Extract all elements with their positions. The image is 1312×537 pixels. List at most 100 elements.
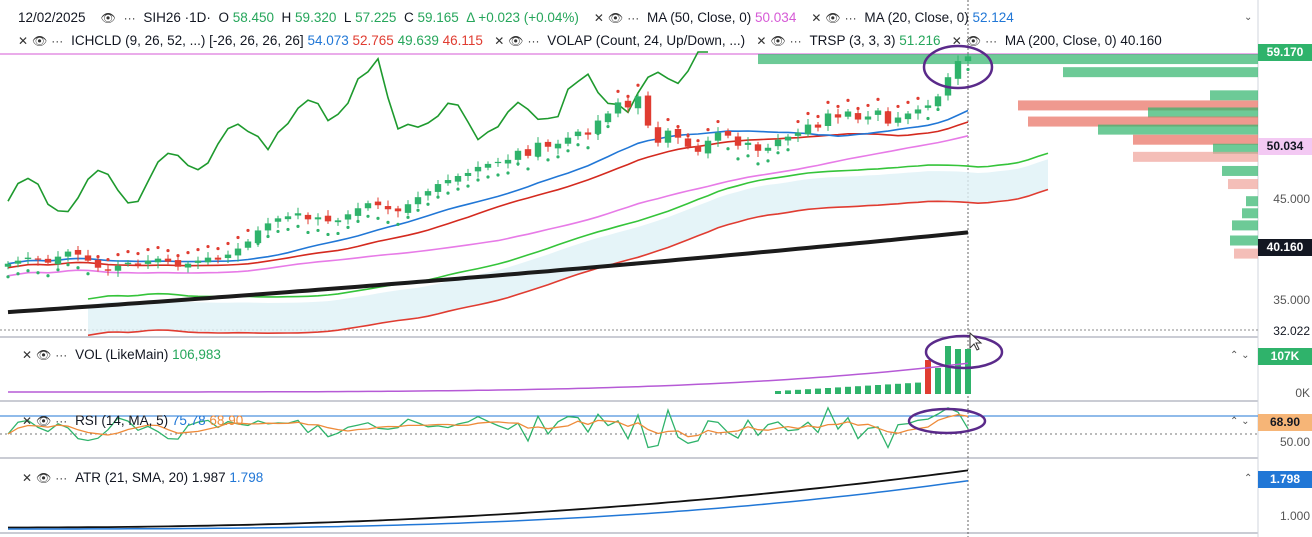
trsp-dot — [386, 220, 390, 224]
ichimoku-label[interactable]: ICHCLD (9, 26, 52, ...) [-26, 26, 26, 26… — [71, 33, 304, 48]
close-x-icon[interactable]: ✕ — [22, 348, 33, 362]
atr-pane-header: ✕ 👁 ··· ATR (21, SMA, 20) 1.987 1.798 — [22, 469, 263, 487]
chevron-down-icon[interactable]: ⌄ — [1244, 12, 1253, 23]
header-symbol[interactable]: SIH26 — [143, 10, 181, 25]
close-x-icon[interactable]: ✕ — [951, 34, 962, 48]
trsp-dot — [376, 216, 380, 220]
volap-label[interactable]: VOLAP (Count, 24, Up/Down, ...) — [547, 33, 746, 48]
candle-body — [654, 127, 662, 143]
highlight-ellipse — [907, 407, 987, 435]
volume-profile-bar — [1028, 116, 1258, 127]
more-dots-icon[interactable]: ··· — [123, 11, 136, 25]
candle-body — [244, 241, 252, 248]
volume-profile-bar — [1098, 124, 1258, 135]
ma200-label[interactable]: MA (200, Close, 0) — [1004, 33, 1117, 48]
grid-layer — [0, 0, 1259, 537]
candle-body — [434, 184, 442, 192]
eye-icon[interactable]: 👁 — [36, 414, 52, 428]
trsp-dot — [406, 215, 410, 219]
trsp-dot — [696, 139, 700, 143]
eye-icon[interactable]: 👁 — [32, 34, 48, 48]
vol-label[interactable]: VOL (LikeMain) — [75, 347, 169, 362]
trsp-dot — [796, 119, 800, 124]
trsp-dot — [456, 187, 460, 191]
ma20-label[interactable]: MA (20, Close, 0) — [864, 10, 969, 25]
more-dots-icon[interactable]: ··· — [844, 11, 857, 25]
trsp-label[interactable]: TRSP (3, 3, 3) — [809, 33, 896, 48]
chevron-up-icon[interactable]: ⌃ — [1244, 473, 1253, 484]
header-interval[interactable]: 1D — [189, 10, 207, 25]
rsi-ma-value: 68.90 — [209, 413, 244, 428]
candle-body — [374, 201, 382, 206]
candle-body — [734, 136, 742, 146]
close-x-icon[interactable]: ✕ — [22, 471, 33, 485]
more-dots-icon[interactable]: ··· — [789, 34, 802, 48]
eye-icon[interactable]: 👁 — [825, 11, 841, 25]
rsi-axis-box: 68.90 — [1258, 414, 1312, 431]
more-dots-icon[interactable]: ··· — [55, 348, 68, 362]
rsi-label[interactable]: RSI (14, MA, 5) — [75, 413, 169, 428]
ichimoku-cloud — [88, 159, 1048, 336]
chevron-up-icon[interactable]: ⌃ ⌄ — [1230, 350, 1250, 361]
candle-body — [724, 131, 732, 136]
trsp-dot — [836, 104, 840, 109]
candle-body — [314, 217, 322, 220]
volume-bar — [875, 385, 881, 394]
ichimoku-span-b-line — [87, 188, 1049, 337]
more-dots-icon[interactable]: ··· — [627, 11, 640, 25]
candle-body — [694, 145, 702, 152]
trsp-dot — [586, 146, 590, 150]
trsp-dot — [446, 191, 450, 195]
close-x-icon[interactable]: ✕ — [593, 11, 604, 25]
vol-pane-header: ✕ 👁 ··· VOL (LikeMain) 106,983 — [22, 346, 221, 364]
header-row-1: 12/02/2025 👁 ··· SIH26 ·1D· O 58.450 H 5… — [18, 10, 1014, 25]
close-x-icon[interactable]: ✕ — [811, 11, 822, 25]
change-value: Δ +0.023 (+0.04%) — [466, 10, 579, 25]
trsp-dot — [466, 184, 470, 188]
more-dots-icon[interactable]: ··· — [985, 34, 998, 48]
ma50-label[interactable]: MA (50, Close, 0) — [646, 10, 752, 25]
candle-body — [264, 223, 272, 231]
rsi-ma-line — [7, 414, 969, 438]
candle-body — [624, 100, 632, 108]
trsp-dot — [276, 229, 280, 234]
eye-icon[interactable]: 👁 — [36, 348, 52, 362]
candle-body — [224, 254, 232, 259]
trsp-dot — [166, 248, 170, 253]
vol-value: 106,983 — [172, 347, 221, 362]
more-dots-icon[interactable]: ··· — [55, 471, 68, 485]
trsp-dot — [826, 100, 830, 105]
eye-icon[interactable]: 👁 — [36, 471, 52, 485]
volume-bar — [815, 388, 821, 394]
volume-profile-bar — [1213, 143, 1258, 154]
candle-body — [384, 206, 392, 210]
volume-bar — [845, 386, 851, 394]
close-x-icon[interactable]: ✕ — [494, 34, 505, 48]
more-dots-icon[interactable]: ··· — [55, 414, 68, 428]
more-dots-icon[interactable]: ··· — [51, 34, 64, 48]
trsp-dot — [616, 89, 620, 93]
trsp-dot — [106, 258, 110, 262]
close-x-icon[interactable]: ✕ — [756, 34, 767, 48]
eye-icon[interactable]: 👁 — [607, 11, 624, 25]
close-x-icon[interactable]: ✕ — [18, 34, 29, 48]
close-x-icon[interactable]: ✕ — [22, 414, 33, 428]
candle-body — [574, 131, 582, 137]
ma200-line — [7, 230, 969, 315]
ma200-price-box: 40.160 — [1258, 239, 1312, 256]
atr-value: 1.987 — [191, 470, 226, 485]
eye-icon[interactable]: 👁 — [965, 34, 982, 48]
candle-body — [184, 263, 192, 268]
volume-bar — [775, 391, 781, 394]
trsp-dot — [726, 147, 730, 151]
annotations — [907, 44, 1004, 435]
chevron-up-icon[interactable]: ⌃ ⌄ — [1230, 416, 1250, 427]
eye-icon[interactable]: 👁 — [100, 11, 116, 25]
atr-label[interactable]: ATR (21, SMA, 20) — [75, 470, 189, 485]
eye-icon[interactable]: 👁 — [508, 34, 524, 48]
more-dots-icon[interactable]: ··· — [527, 34, 540, 48]
volume-bar — [785, 390, 791, 394]
eye-icon[interactable]: 👁 — [770, 34, 786, 48]
trsp-dot — [786, 148, 790, 152]
